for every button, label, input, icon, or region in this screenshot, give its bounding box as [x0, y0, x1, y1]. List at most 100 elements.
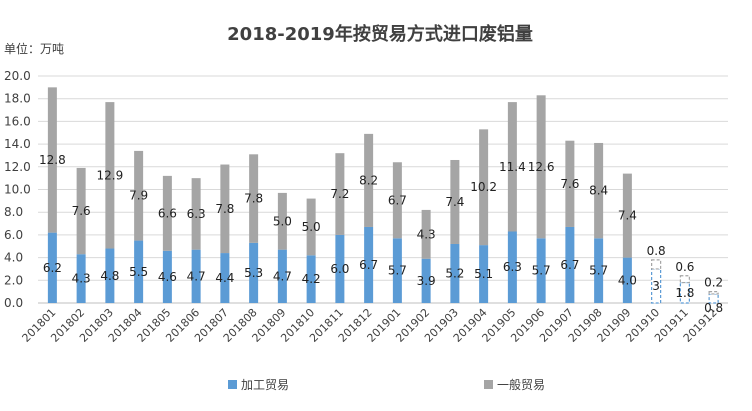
bar-processing-trade	[277, 249, 287, 303]
y-tick-label: 18.0	[4, 92, 31, 106]
data-label: 6.0	[330, 262, 349, 276]
bar-general-trade	[364, 133, 374, 227]
data-label: 4.7	[187, 269, 206, 283]
data-label: 5.0	[273, 214, 292, 228]
data-label: 5.2	[445, 266, 464, 280]
data-label: 0.8	[647, 244, 666, 258]
data-label: 7.8	[215, 202, 234, 216]
data-label: 4.2	[302, 272, 321, 286]
data-label: 0.8	[704, 301, 723, 315]
data-label: 11.4	[499, 160, 526, 174]
y-tick-label: 10.0	[4, 183, 31, 197]
bar-general-trade	[536, 95, 546, 239]
data-label: 3.9	[417, 274, 436, 288]
y-tick-label: 16.0	[4, 114, 31, 128]
data-label: 5.3	[244, 266, 263, 280]
legend-label-processing-trade: 加工贸易	[241, 378, 289, 392]
bar-processing-trade	[134, 240, 144, 303]
data-label: 12.8	[39, 153, 66, 167]
bar-processing-trade	[191, 249, 201, 303]
bar-processing-trade	[565, 226, 575, 303]
data-label: 0.6	[675, 260, 694, 274]
data-label: 6.3	[503, 260, 522, 274]
data-labels: 6.2 12.8 4.3 7.6 4.8 12.9 5.5 7.9 4.6 6.6 4.7 6.3 4.…	[39, 153, 723, 315]
bar-general-trade	[47, 87, 57, 233]
bar-general-trade	[479, 129, 489, 246]
legend-swatch-processing-trade	[228, 380, 237, 389]
bar-processing-trade	[76, 254, 86, 303]
data-label: 0.2	[704, 276, 723, 290]
x-axis-ticks: 2018012018022018032018042018052018062018…	[20, 306, 720, 345]
bar-processing-trade	[47, 232, 57, 303]
bar-processing-trade	[507, 231, 517, 303]
data-label: 4.8	[100, 269, 119, 283]
y-axis-ticks: 0.0 2.0 4.0 6.0 8.0 10.0 12.0 14.0 16.0 18.0 20.0	[4, 69, 31, 310]
data-label: 5.1	[474, 267, 493, 281]
data-label: 12.9	[97, 168, 124, 182]
bar-general-trade	[249, 154, 259, 243]
gridlines	[38, 75, 728, 304]
data-label: 8.4	[589, 184, 608, 198]
bar-general-trade	[105, 102, 115, 249]
y-tick-label: 14.0	[4, 137, 31, 151]
data-label: 4.6	[158, 270, 177, 284]
bar-processing-trade	[536, 238, 546, 303]
bar-general-trade	[679, 275, 690, 284]
y-tick-label: 0.0	[4, 296, 23, 310]
bar-general-trade	[708, 291, 719, 295]
data-label: 6.7	[359, 258, 378, 272]
bar-general-trade	[220, 164, 230, 254]
y-tick-label: 8.0	[4, 205, 23, 219]
bar-general-trade	[306, 198, 316, 256]
data-label: 4.0	[618, 273, 637, 287]
data-label: 6.7	[388, 193, 407, 207]
bar-general-trade	[162, 175, 172, 251]
bar-general-trade	[651, 259, 662, 270]
data-label: 5.5	[129, 265, 148, 279]
data-label: 4.4	[215, 271, 234, 285]
bar-general-trade	[450, 159, 460, 244]
data-label: 7.2	[330, 187, 349, 201]
chart-title: 2018-2019年按贸易方式进口废铝量	[227, 23, 533, 45]
bar-general-trade	[191, 178, 201, 250]
data-label: 7.9	[129, 189, 148, 203]
bars	[47, 87, 719, 304]
data-label: 5.7	[388, 264, 407, 278]
data-label: 1.8	[675, 286, 694, 300]
bar-processing-trade	[220, 253, 230, 303]
data-label: 5.7	[589, 264, 608, 278]
data-label: 7.4	[618, 209, 637, 223]
bar-processing-trade	[679, 281, 690, 304]
bar-general-trade	[134, 150, 144, 241]
bar-general-trade	[335, 153, 345, 235]
bar-general-trade	[507, 102, 517, 232]
y-tick-label: 20.0	[4, 69, 31, 83]
data-label: 6.3	[187, 207, 206, 221]
data-label: 8.2	[359, 173, 378, 187]
legend-label-general-trade: 一般贸易	[497, 377, 545, 392]
bar-processing-trade	[105, 248, 115, 303]
data-label: 4.3	[417, 227, 436, 241]
bar-processing-trade	[421, 258, 431, 303]
bar-processing-trade	[594, 238, 604, 303]
bar-processing-trade	[651, 268, 662, 304]
y-tick-label: 4.0	[4, 251, 23, 265]
data-label: 12.6	[528, 160, 555, 174]
data-label: 6.2	[43, 261, 62, 275]
legend-swatch-general-trade	[484, 380, 493, 389]
bar-general-trade	[594, 142, 604, 239]
data-label: 5.7	[532, 264, 551, 278]
bar-general-trade	[421, 209, 431, 259]
data-label: 7.6	[560, 177, 579, 191]
data-label: 3	[652, 279, 660, 293]
data-label: 7.8	[244, 192, 263, 206]
bar-processing-trade	[392, 238, 402, 303]
data-label: 7.4	[445, 195, 464, 209]
data-label: 10.2	[470, 180, 497, 194]
bar-processing-trade	[622, 257, 632, 303]
bar-processing-trade	[335, 234, 345, 303]
bar-general-trade	[277, 192, 287, 250]
bar-processing-trade	[249, 242, 259, 303]
